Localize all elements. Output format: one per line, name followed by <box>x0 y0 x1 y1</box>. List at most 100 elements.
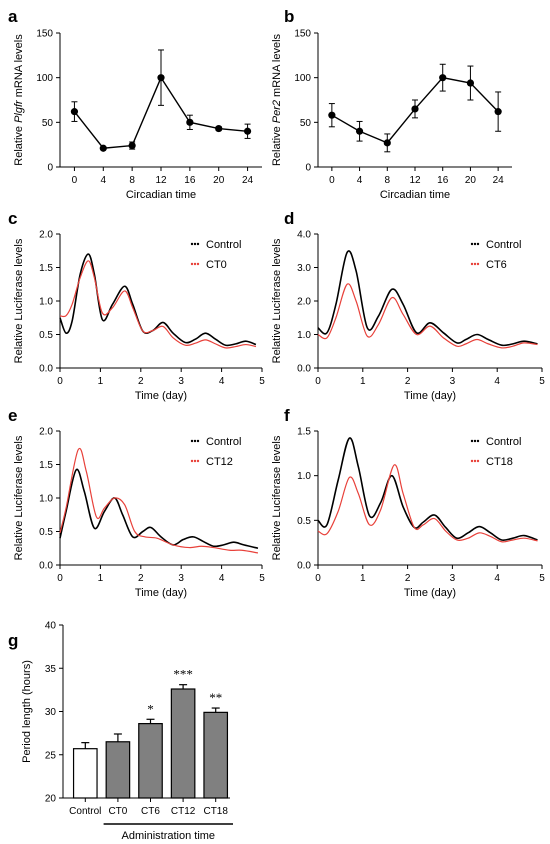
series-line-control <box>59 468 259 550</box>
legend-marker <box>476 459 480 463</box>
legend-label: CT6 <box>486 259 507 271</box>
series-line-ct18 <box>317 464 538 543</box>
x-tick-label: 12 <box>409 175 421 186</box>
panel-e: e 0.0 0.5 1.0 1.5 2.0 0 1 2 3 4 5 Time (day) Relative… <box>8 406 265 599</box>
legend-label: Control <box>206 239 241 251</box>
panel-label: c <box>8 209 17 228</box>
x-tick-label: 4 <box>219 376 225 387</box>
x-axis-label: Circadian time <box>380 189 450 201</box>
legend-label: Control <box>486 436 521 448</box>
data-point <box>186 118 194 126</box>
legend-marker <box>473 439 477 443</box>
legend-marker <box>470 439 474 443</box>
x-axis-label: Administration time <box>122 830 216 842</box>
panel-a: a 0 50 100 150 0 4 8 12 16 20 24 Circadian time Relat… <box>8 7 262 201</box>
y-tick-label: 40 <box>45 621 57 632</box>
significance-mark: *** <box>173 667 193 682</box>
x-tick-label: 20 <box>465 175 477 186</box>
legend-label: CT0 <box>206 259 227 271</box>
x-tick-label: 2 <box>138 376 144 387</box>
y-tick-label: 0 <box>305 163 311 174</box>
y-axis-label: Relative Plgfr mRNA levels <box>13 34 25 166</box>
y-axis-label: Relative Luciferase levels <box>13 238 25 363</box>
bar-ct0 <box>105 741 131 799</box>
legend-marker <box>196 242 200 246</box>
x-tick-label: 4 <box>494 573 500 584</box>
legend-marker <box>473 459 477 463</box>
legend-marker <box>476 242 480 246</box>
y-axis-label: Relative Luciferase levels <box>271 238 283 363</box>
y-axis-label-suffix: mRNA levels <box>13 34 25 101</box>
y-axis-label-gene: Per2 <box>271 100 283 123</box>
panel-label: e <box>8 406 17 425</box>
legend-marker <box>193 459 197 463</box>
x-axis-label: Time (day) <box>135 390 187 402</box>
x-tick-label: 1 <box>360 376 366 387</box>
panel-b: b 0 50 100 150 0 4 8 12 16 20 24 Circadian time Relat… <box>271 7 512 201</box>
y-tick-label: 0 <box>47 163 53 174</box>
x-axis-label: Time (day) <box>404 587 456 599</box>
legend-label: CT18 <box>486 456 513 468</box>
x-tick-label: 0 <box>315 573 321 584</box>
x-axis-label: Circadian time <box>126 189 196 201</box>
x-tick-label: 16 <box>184 175 196 186</box>
y-tick-label: 2.0 <box>39 230 53 241</box>
x-tick-label: 20 <box>213 175 225 186</box>
x-axis-label: Time (day) <box>135 587 187 599</box>
legend-marker <box>470 242 474 246</box>
y-tick-label: 0.0 <box>297 364 311 375</box>
y-tick-label: 30 <box>45 707 57 718</box>
legend-marker <box>473 242 477 246</box>
x-tick-label: 3 <box>178 376 184 387</box>
panel-g: g 20 25 30 35 40 Control CT0 * CT6 *** CT12 ** CT18 Ad… <box>8 621 233 842</box>
x-tick-label: 3 <box>450 573 456 584</box>
data-point <box>157 74 165 82</box>
x-tick-label: 0 <box>57 376 63 387</box>
y-tick-label: 0.0 <box>297 561 311 572</box>
x-tick-label: 4 <box>219 573 225 584</box>
data-point <box>128 141 136 150</box>
y-tick-label: 0.5 <box>39 330 53 341</box>
y-tick-label: 2.0 <box>39 427 53 438</box>
x-tick-label: 12 <box>155 175 167 186</box>
y-tick-label: 35 <box>45 664 57 675</box>
x-tick-label: 0 <box>315 376 321 387</box>
x-tick-label: 8 <box>385 175 391 186</box>
x-tick-label: 1 <box>98 573 104 584</box>
x-tick-label: Control <box>69 806 101 817</box>
x-tick-label: 5 <box>539 573 545 584</box>
y-tick-label: 1.5 <box>297 427 311 438</box>
data-point <box>355 127 364 135</box>
y-tick-label: 0.5 <box>39 527 53 538</box>
y-tick-label: 25 <box>45 750 57 761</box>
data-point <box>328 111 336 119</box>
x-tick-label: 2 <box>405 376 411 387</box>
data-point <box>411 105 419 113</box>
x-tick-label: 24 <box>242 175 254 186</box>
x-tick-label: CT6 <box>141 806 160 817</box>
data-point <box>494 108 502 116</box>
y-axis-label: Period length (hours) <box>21 660 33 763</box>
series-line-control <box>317 437 538 541</box>
legend-marker <box>196 459 200 463</box>
data-point <box>215 124 223 133</box>
y-tick-label: 100 <box>36 73 53 84</box>
panel-c: c 0.0 0.5 1.0 1.5 2.0 0 1 2 3 4 5 Time (day) Relative… <box>8 209 265 402</box>
legend-marker <box>190 262 194 266</box>
x-tick-label: CT0 <box>108 806 127 817</box>
x-tick-label: 8 <box>129 175 135 186</box>
legend-marker <box>473 262 477 266</box>
y-tick-label: 1.5 <box>39 263 53 274</box>
legend-label: Control <box>486 239 521 251</box>
y-tick-label: 20 <box>45 794 57 805</box>
data-point <box>466 79 475 87</box>
data-point <box>383 139 391 147</box>
x-tick-label: 1 <box>360 573 366 584</box>
panel-f: f 0.0 0.5 1.0 1.5 0 1 2 3 4 5 Time (day) Relative Lu… <box>271 406 545 599</box>
y-tick-label: 100 <box>294 73 311 84</box>
x-tick-label: 2 <box>405 573 411 584</box>
legend-marker <box>196 262 200 266</box>
x-tick-label: 3 <box>178 573 184 584</box>
panel-label: a <box>8 7 18 26</box>
